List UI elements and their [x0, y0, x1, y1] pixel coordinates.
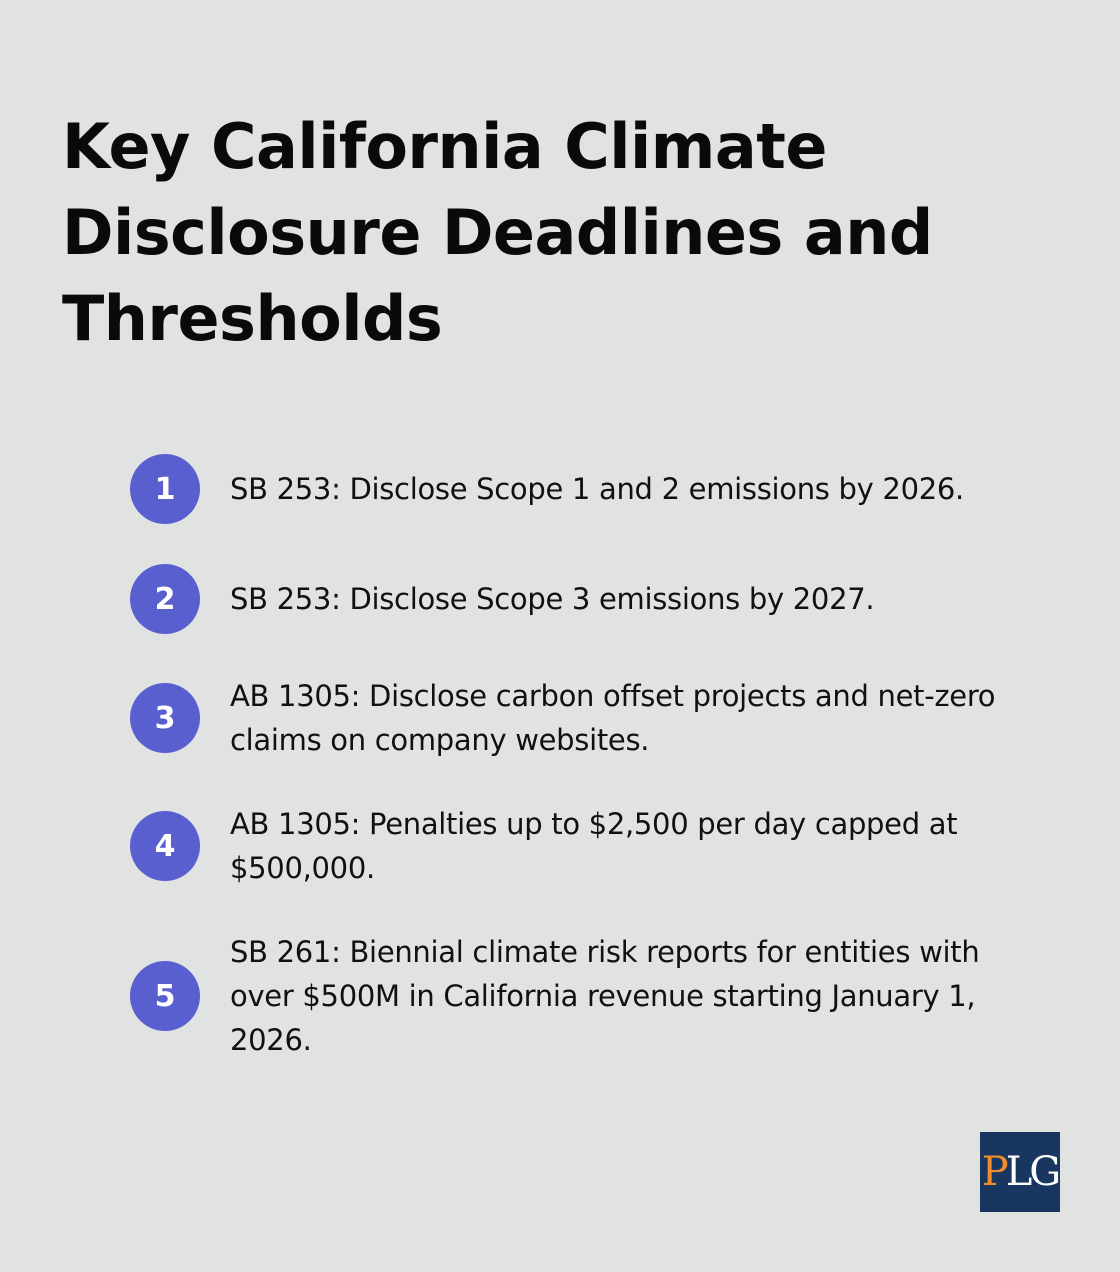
item-text: SB 253: Disclose Scope 1 and 2 emissions… [230, 472, 964, 506]
number-badge: 1 [130, 454, 200, 524]
list-item: 5 SB 261: Biennial climate risk reports … [130, 930, 1060, 1062]
item-text: AB 1305: Penalties up to $2,500 per day … [230, 807, 958, 885]
logo-letter-l: L [1005, 1149, 1033, 1195]
page-title: Key California Climate Disclosure Deadli… [62, 110, 933, 355]
number-badge: 5 [130, 961, 200, 1031]
item-text: SB 261: Biennial climate risk reports fo… [230, 935, 980, 1057]
number-badge: 3 [130, 683, 200, 753]
list-item: 3 AB 1305: Disclose carbon offset projec… [130, 674, 1060, 762]
item-text: SB 253: Disclose Scope 3 emissions by 20… [230, 582, 875, 616]
logo-letter-p: P [981, 1149, 1009, 1195]
list-item: 4 AB 1305: Penalties up to $2,500 per da… [130, 802, 1060, 890]
item-text: AB 1305: Disclose carbon offset projects… [230, 679, 996, 757]
logo-letter-g: G [1029, 1149, 1061, 1195]
number-badge: 4 [130, 811, 200, 881]
list-item: 2 SB 253: Disclose Scope 3 emissions by … [130, 564, 1060, 634]
list-item: 1 SB 253: Disclose Scope 1 and 2 emissio… [130, 454, 1060, 524]
number-badge: 2 [130, 564, 200, 634]
